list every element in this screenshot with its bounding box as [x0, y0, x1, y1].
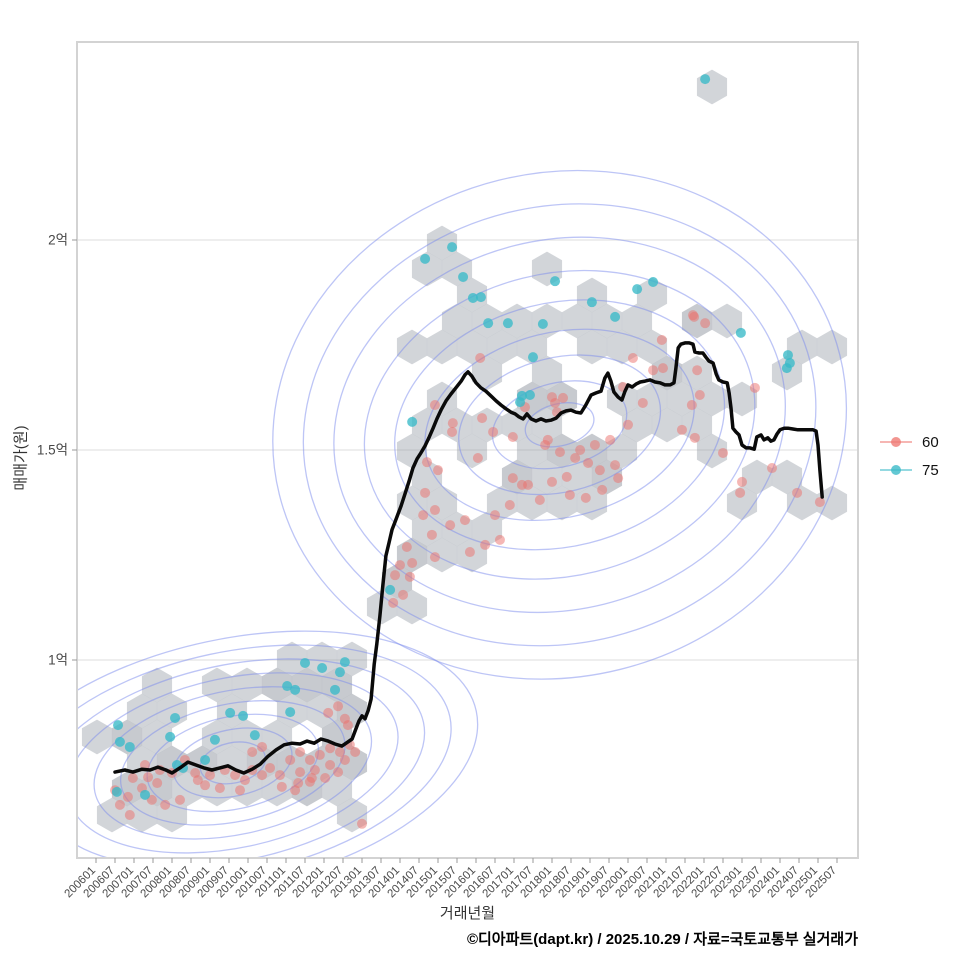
hexbin-layer [81, 69, 848, 833]
scatter-points [110, 74, 825, 829]
series-75 [111, 74, 795, 800]
legend-marker-60-icon [880, 436, 912, 448]
legend-item-60: 60 [880, 428, 939, 456]
legend: 60 75 [880, 428, 939, 484]
svg-text:1.5억: 1.5억 [37, 443, 68, 458]
y-axis-title: 매매가(원) [12, 425, 30, 491]
x-axis-ticks: 2006012006072007012007072008012008072009… [63, 858, 839, 900]
y-axis-ticks: 1억 1.5억 2억 [37, 233, 77, 668]
x-axis-title: 거래년월 [439, 905, 496, 922]
footer-credit: ©디아파트(dapt.kr) / 2025.10.29 / 자료=국토교통부 실… [466, 931, 858, 948]
series-60 [110, 310, 825, 829]
legend-marker-75-icon [880, 464, 912, 476]
svg-text:2억: 2억 [48, 233, 68, 248]
legend-label-75: 75 [922, 461, 939, 479]
legend-item-75: 75 [880, 456, 939, 484]
trend-line [113, 341, 824, 775]
gridlines [77, 239, 858, 661]
legend-label-60: 60 [922, 433, 939, 451]
svg-text:1억: 1억 [48, 653, 68, 668]
